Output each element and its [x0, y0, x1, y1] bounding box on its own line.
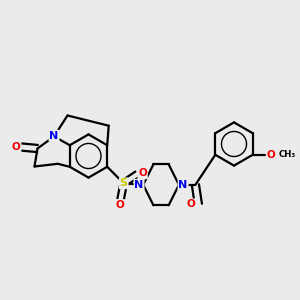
Text: CH₃: CH₃ [278, 150, 296, 159]
Text: O: O [116, 200, 124, 210]
Text: N: N [134, 180, 144, 190]
Text: O: O [138, 168, 147, 178]
Text: N: N [50, 130, 58, 141]
Text: O: O [12, 142, 21, 152]
Text: S: S [120, 178, 128, 188]
Text: O: O [267, 149, 275, 160]
Text: O: O [187, 199, 196, 209]
Text: N: N [178, 180, 188, 190]
